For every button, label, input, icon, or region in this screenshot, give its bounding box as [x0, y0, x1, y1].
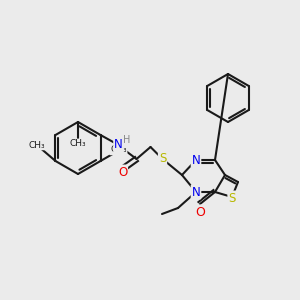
Text: H: H [123, 135, 130, 145]
Text: N: N [114, 139, 123, 152]
Text: CH₃: CH₃ [70, 140, 86, 148]
Text: S: S [228, 191, 236, 205]
Text: CH₃: CH₃ [28, 140, 45, 149]
Text: N: N [192, 185, 200, 199]
Text: O: O [118, 166, 127, 178]
Text: N: N [192, 154, 200, 166]
Text: S: S [159, 152, 166, 166]
Text: O: O [195, 206, 205, 218]
Text: CH₃: CH₃ [110, 146, 127, 154]
